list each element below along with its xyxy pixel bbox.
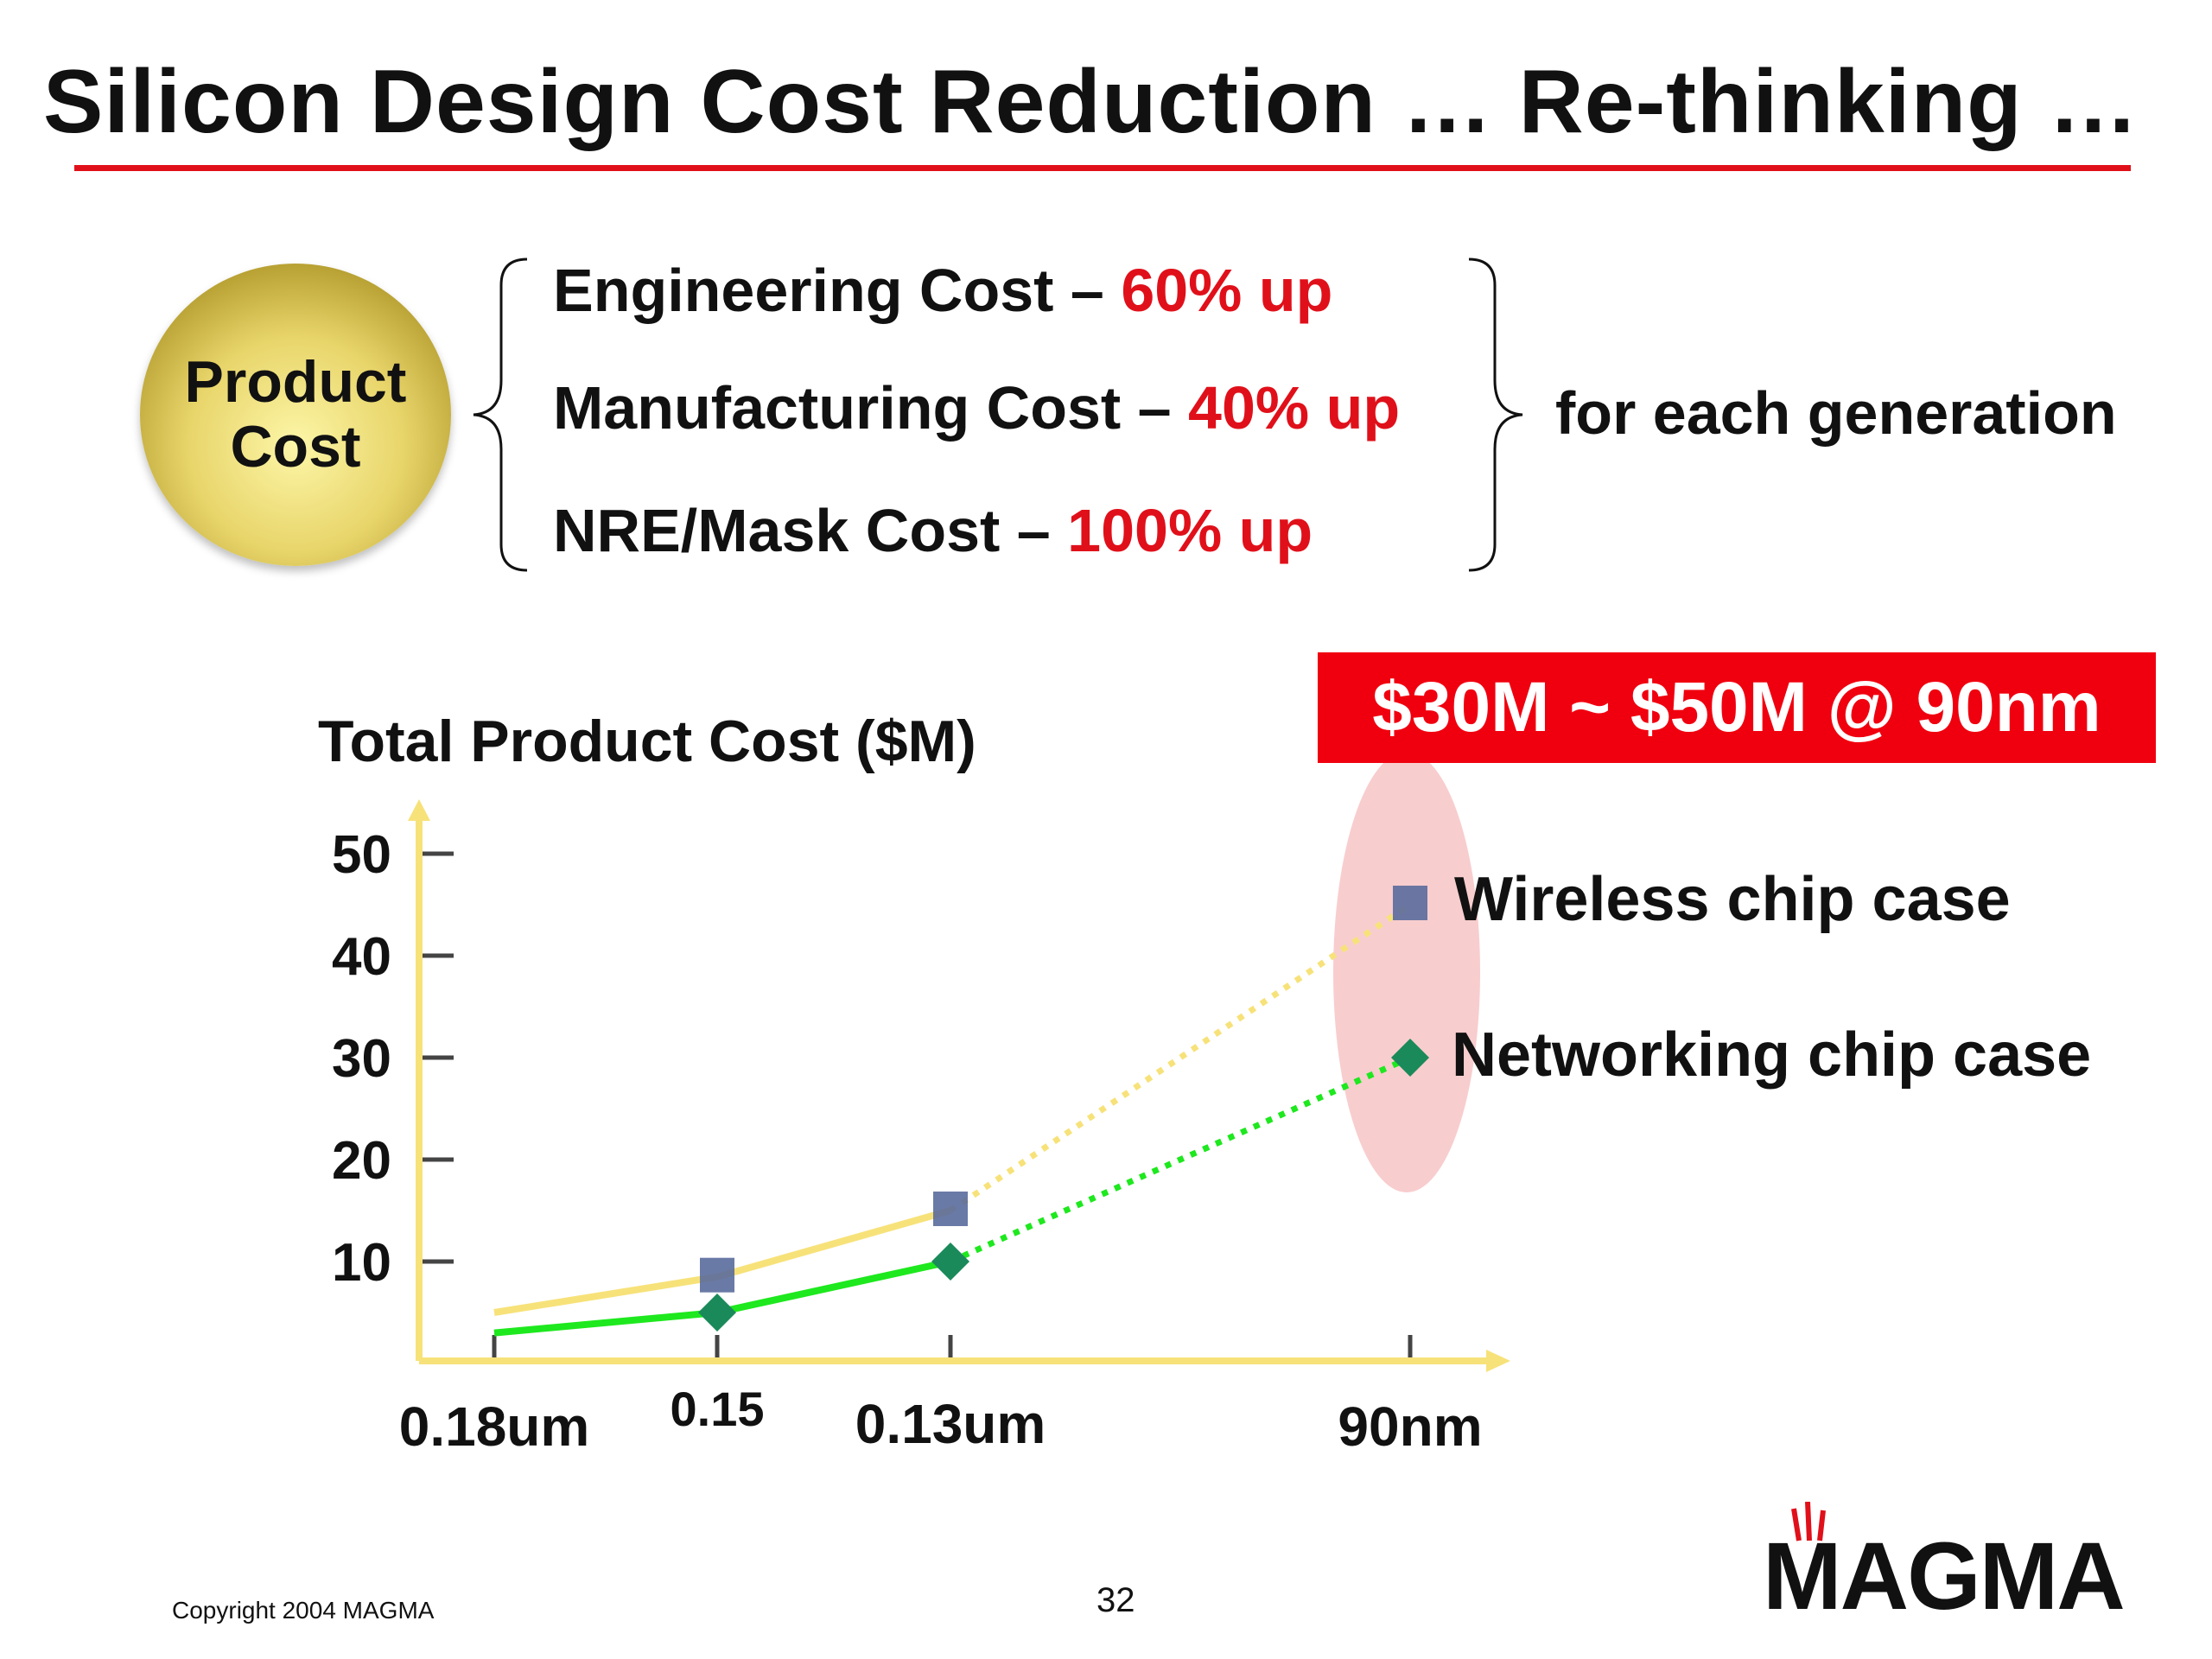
badge-line-1: Product [184,349,407,416]
y-axis-title: Total Product Cost ($M) [318,709,976,774]
series-line-projected [949,1054,1412,1265]
legend-wireless: Wireless chip case [1454,865,2011,934]
x-tick-label: 0.18um [399,1395,590,1458]
cost-item-pct: 60% up [1121,257,1333,324]
x-tick-label: 90nm [1338,1395,1482,1458]
y-tick-label: 10 [332,1233,391,1293]
cost-item-engineering: Engineering Cost – 60% up [553,254,1332,327]
cost-item-label: Engineering Cost – [553,257,1122,324]
cost-item-label: NRE/Mask Cost – [553,497,1068,564]
logo-flame-icon [1791,1502,1826,1541]
cost-item-pct: 40% up [1188,374,1401,442]
magma-logo: MAGMA [1763,1502,2143,1624]
series-line-projected [949,902,1412,1213]
x-tick-label: 0.13um [855,1393,1046,1455]
left-brace [473,257,528,572]
data-point-diamond [698,1294,736,1332]
right-brace [1468,257,1523,572]
product-cost-badge: Product Cost [140,264,451,566]
cost-item-manufacturing: Manufacturing Cost – 40% up [553,372,1400,444]
logo-text: MAGMA [1763,1523,2126,1630]
slide-title: Silicon Design Cost Reduction … Re-think… [43,52,2139,152]
y-axis-arrow [408,799,430,821]
cost-item-label: Manufacturing Cost – [553,374,1189,442]
data-point-square [933,1192,968,1226]
generation-note: for each generation [1555,379,2117,447]
callout-banner: $30M ~ $50M @ 90nm [1318,652,2156,763]
cost-item-pct: 100% up [1067,497,1313,564]
page-number: 32 [1096,1581,1135,1619]
data-point-diamond [1391,1039,1429,1077]
highlight-ellipse-90nm [1333,752,1480,1192]
y-tick-label: 30 [332,1029,391,1089]
data-point-square [700,1257,734,1293]
data-point-square [1393,886,1427,920]
x-axis-arrow [1486,1350,1510,1372]
cost-item-nre-mask: NRE/Mask Cost – 100% up [553,494,1313,567]
y-tick-label: 50 [332,825,391,885]
legend-networking: Networking chip case [1452,1020,2092,1090]
copyright-text: Copyright 2004 MAGMA [172,1597,435,1624]
title-underline [74,165,2131,171]
data-point-diamond [931,1243,969,1281]
chart-ticks: 10 20 30 40 50 0.18um 0.15 0.13um 90nm [332,825,1483,1458]
chart-markers [698,886,1429,1332]
y-tick-label: 40 [332,927,391,987]
chart-axes [408,799,1510,1372]
badge-line-2: Cost [230,414,361,480]
y-tick-label: 20 [332,1131,391,1191]
x-tick-label: 0.15 [671,1382,765,1436]
